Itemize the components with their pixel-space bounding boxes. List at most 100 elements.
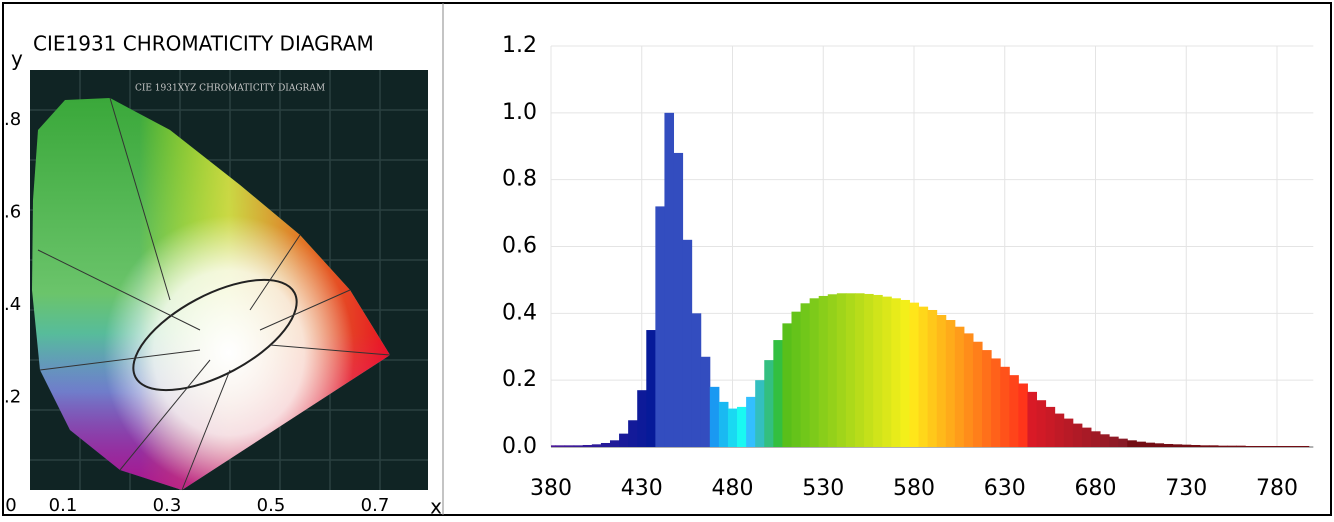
spectrum-bar [619, 433, 629, 447]
y-tick-label: 0.0 [502, 434, 537, 459]
spectrum-bar [1245, 445, 1255, 447]
spectrum-bar [1163, 443, 1174, 447]
spectrum-bar [972, 341, 983, 447]
chart-title: CIE1931 CHROMATICITY DIAGRAM [33, 32, 374, 56]
spectrum-bar [1090, 431, 1101, 447]
spectrum-bar [1281, 445, 1292, 447]
spectrum-bar [1136, 441, 1146, 447]
spectrum-bar [1227, 445, 1237, 447]
spectrum-bar [782, 323, 792, 447]
y-tick-label: .8 [4, 109, 21, 130]
spectrum-bar [737, 406, 747, 447]
spectrum-bar [1081, 427, 1092, 447]
y-tick-label: .2 [4, 387, 21, 408]
spectrum-bar [1199, 445, 1210, 447]
planckian-ellipse [132, 278, 298, 392]
y-tick-label: 0.2 [502, 367, 537, 392]
spectrum-bar [573, 445, 584, 447]
spectrum-bar [1154, 443, 1165, 447]
spectrum-bar [864, 293, 874, 447]
spectrum-bar [637, 390, 647, 447]
spectrum-bar [691, 313, 702, 447]
spectrum-bar [727, 408, 738, 447]
spectrum-bar [1036, 400, 1047, 447]
spectrum-bar [1263, 445, 1273, 447]
x-tick-label: 0.7 [361, 495, 390, 516]
spectrum-bar [991, 358, 1001, 447]
spectrum-bar [682, 239, 693, 447]
x-tick-label: 780 [1256, 476, 1298, 501]
spectrum-bar [655, 206, 665, 447]
spectrum-bar [646, 330, 656, 447]
spectrum-bar [927, 309, 938, 447]
x-tick-label: 680 [1075, 476, 1117, 501]
spectrum-bar [709, 386, 720, 447]
isotemp-lines [37, 97, 391, 491]
spectrum-bar [982, 350, 992, 447]
spectrum-bar [1127, 440, 1137, 447]
spectrum-bar [900, 299, 910, 447]
x-tick-label: 0.1 [49, 495, 78, 516]
x-tick-label: 430 [621, 476, 663, 501]
spectrum-bar [1172, 444, 1183, 447]
spectrum-bar [818, 295, 829, 447]
spectrum-bar [764, 360, 774, 447]
spectrum-bar [551, 445, 557, 447]
spectrum-bar [773, 340, 783, 447]
spectrum-bar [1254, 445, 1264, 447]
spectrum-bar [1054, 413, 1065, 447]
spectrum-bar [1009, 375, 1019, 447]
spectrum-bar [1218, 445, 1228, 447]
spectrum-bar [845, 293, 856, 447]
spectrum-bar [664, 112, 675, 447]
spectrum-bar [809, 298, 820, 447]
spectrum-bar [954, 326, 965, 447]
spectrum-bar [582, 444, 593, 447]
spectrum-bar [891, 298, 901, 447]
spectrum-bar [718, 401, 729, 447]
spectrum-bar [1018, 383, 1028, 447]
x-tick-label: 530 [802, 476, 844, 501]
gamut-white [32, 98, 390, 490]
spectrum-bar [1190, 444, 1201, 447]
spectrum-bar [1299, 445, 1310, 447]
spectrum-bar [918, 306, 929, 447]
spectrum-bar [1109, 436, 1119, 447]
spectrum-bar [827, 294, 838, 447]
spectrum-bar [945, 320, 956, 447]
spectrum-bar [1063, 418, 1074, 447]
spectrum-bar [700, 356, 711, 447]
spectrum-bar [1236, 445, 1246, 447]
spectrum-bar [836, 293, 847, 447]
y-tick-label: .4 [4, 294, 21, 315]
spectrum-bar [564, 445, 575, 447]
y-tick-label: .6 [4, 202, 21, 223]
y-axis-label: y [11, 47, 23, 71]
spectrum-bar [800, 303, 811, 447]
spectrum-bar [746, 396, 756, 447]
spectrum-bar [673, 152, 684, 447]
spectrum-bar [591, 444, 602, 447]
y-tick-label: 1.2 [502, 33, 537, 58]
x-tick-label: 0 [5, 495, 16, 516]
spectrum-bar [1100, 434, 1110, 447]
spectrum-bar [936, 315, 947, 447]
x-tick-label: 380 [530, 476, 572, 501]
spectrum-bar [609, 440, 620, 447]
x-tick-label: 730 [1165, 476, 1207, 501]
spectrum-bar [1181, 444, 1192, 447]
x-tick-label: 0.5 [257, 495, 286, 516]
spectrum-bar [1027, 391, 1038, 447]
spectrum-bar [791, 311, 802, 447]
spectrum-bar [963, 333, 974, 447]
spectrum-bar [1045, 406, 1056, 447]
spectrum-bar [1272, 445, 1283, 447]
y-tick-label: 0.8 [502, 167, 537, 192]
spectrum-bar [909, 302, 920, 447]
spectrum-bar [600, 442, 611, 447]
x-axis-label: x [430, 495, 442, 519]
x-tick-label: 580 [893, 476, 935, 501]
spectrum-bar [882, 296, 892, 447]
